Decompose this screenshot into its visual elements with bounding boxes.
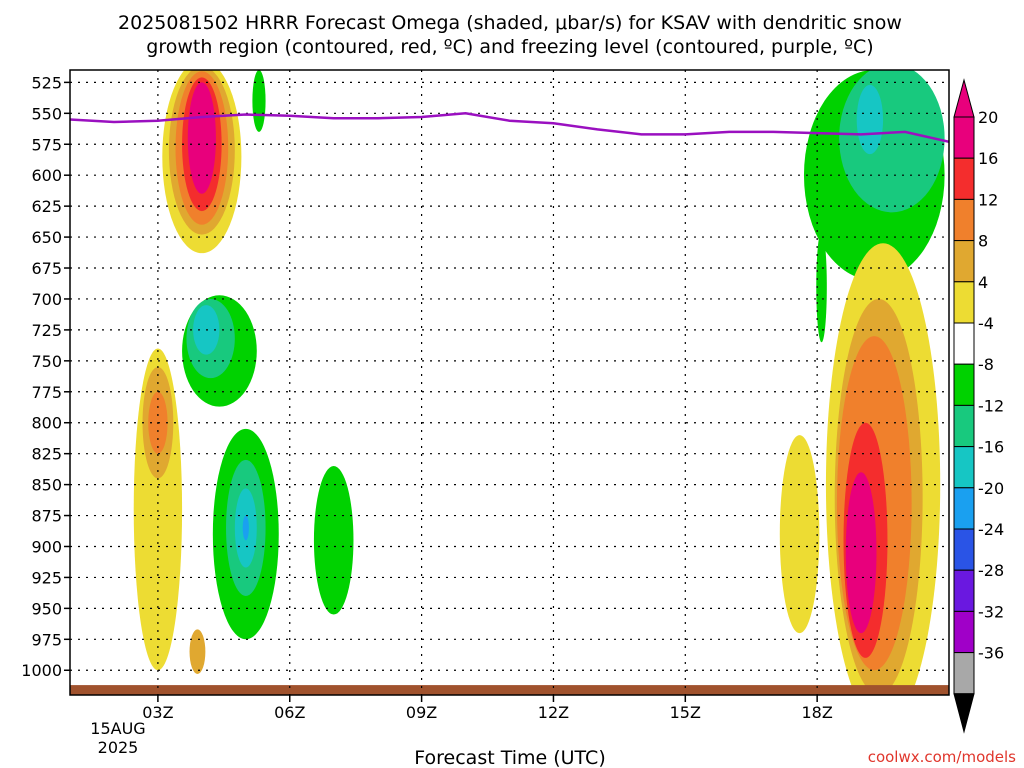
omega-cell-17 [313, 466, 354, 615]
y-tick-label-900: 900 [31, 537, 62, 556]
grid-lines [70, 70, 949, 695]
colorbar-label-6: -8 [978, 355, 994, 374]
x-tick-label-03Z: 03Z [142, 703, 173, 722]
colorbar-upper-arrow [953, 78, 975, 118]
date-label-year: 2025 [98, 738, 139, 757]
colorbar-swatch-11 [953, 569, 975, 612]
colorbar-label-5: -4 [978, 314, 994, 333]
y-tick-label-800: 800 [31, 414, 62, 433]
colorbar-label-12: -32 [978, 602, 1004, 621]
y-tick-label-825: 825 [31, 445, 62, 464]
y-tick-label-950: 950 [31, 599, 62, 618]
colorbar-swatch-7 [953, 404, 975, 448]
y-tick-label-750: 750 [31, 352, 62, 371]
colorbar-swatch-13 [953, 652, 975, 695]
x-tick-label-18Z: 18Z [801, 703, 832, 722]
colorbar-swatch-2 [953, 198, 975, 242]
y-tick-label-600: 600 [31, 166, 62, 185]
colorbar-lower-arrow [953, 693, 975, 734]
y-tick-label-875: 875 [31, 507, 62, 526]
terrain-band [70, 685, 949, 695]
y-tick-label-550: 550 [31, 104, 62, 123]
omega-cell-12 [189, 629, 206, 674]
freezing-level-line-0 [70, 112, 949, 144]
y-tick-label-850: 850 [31, 476, 62, 495]
pressure-axis: 525 550 575 600 625 650 675 700 725 750 775 800 825 8… [21, 73, 70, 680]
y-tick-label-525: 525 [31, 73, 62, 92]
date-label-day: 15AUG [90, 719, 145, 738]
time-axis: 03Z 06Z 09Z 12Z 15Z 18Z [142, 695, 833, 722]
colorbar-label-7: -12 [978, 396, 1004, 415]
y-tick-label-775: 775 [31, 383, 62, 402]
x-tick-label-06Z: 06Z [274, 703, 305, 722]
y-tick-label-650: 650 [31, 228, 62, 247]
omega-cell-4 [187, 82, 216, 194]
colorbar-swatch-0 [953, 116, 975, 159]
y-tick-label-575: 575 [31, 135, 62, 154]
colorbar-swatch-12 [953, 610, 975, 654]
y-tick-label-675: 675 [31, 259, 62, 278]
omega-colorbar: 20 16 12 8 4 -4 -8 -12 -16 -20 -24 -28 -32 -36 [953, 78, 1004, 734]
colorbar-label-1: 16 [978, 149, 998, 168]
plot-area: 525 550 575 600 625 650 675 700 725 750 775 800 825 8… [21, 69, 950, 722]
colorbar-label-13: -36 [978, 644, 1004, 663]
omega-cell-16 [242, 515, 249, 541]
colorbar-swatch-3 [953, 240, 975, 283]
y-tick-label-1000: 1000 [21, 661, 62, 680]
colorbar-swatch-9 [953, 487, 975, 530]
colorbar-label-3: 8 [978, 232, 988, 251]
chart-title-line-2: growth region (contoured, red, ºC) and f… [146, 36, 873, 58]
colorbar-swatch-1 [953, 157, 975, 200]
colorbar-label-9: -20 [978, 479, 1004, 498]
x-tick-label-15Z: 15Z [670, 703, 701, 722]
colorbar-swatch-5 [953, 322, 975, 365]
y-tick-label-975: 975 [31, 630, 62, 649]
colorbar-label-10: -24 [978, 520, 1004, 539]
y-tick-label-625: 625 [31, 197, 62, 216]
colorbar-label-4: 4 [978, 273, 988, 292]
omega-cell-20 [856, 84, 884, 155]
source-annotation: coolwx.com/models [868, 748, 1016, 766]
colorbar-swatch-10 [953, 528, 975, 571]
x-axis-label: Forecast Time (UTC) [414, 747, 605, 768]
x-tick-label-12Z: 12Z [538, 703, 569, 722]
y-tick-label-725: 725 [31, 321, 62, 340]
colorbar-label-2: 12 [978, 190, 998, 209]
colorbar-swatch-8 [953, 446, 975, 489]
omega-shading [133, 70, 945, 695]
y-tick-label-925: 925 [31, 568, 62, 587]
x-tick-label-09Z: 09Z [406, 703, 437, 722]
colorbar-label-11: -28 [978, 561, 1004, 580]
colorbar-label-0: 20 [978, 108, 998, 127]
y-tick-label-700: 700 [31, 290, 62, 309]
omega-cell-21 [816, 230, 827, 343]
plot-frame [69, 69, 950, 696]
omega-cell-5 [252, 70, 266, 132]
colorbar-swatch-6 [953, 363, 975, 406]
colorbar-swatch-4 [953, 281, 975, 324]
terrain-surface [70, 685, 949, 695]
omega-cell-23 [779, 435, 820, 634]
freezing-level-contours [70, 112, 949, 144]
chart-title-line-1: 2025081502 HRRR Forecast Omega (shaded, … [118, 12, 902, 34]
omega-cell-27 [845, 472, 877, 634]
colorbar-label-8: -16 [978, 438, 1004, 457]
